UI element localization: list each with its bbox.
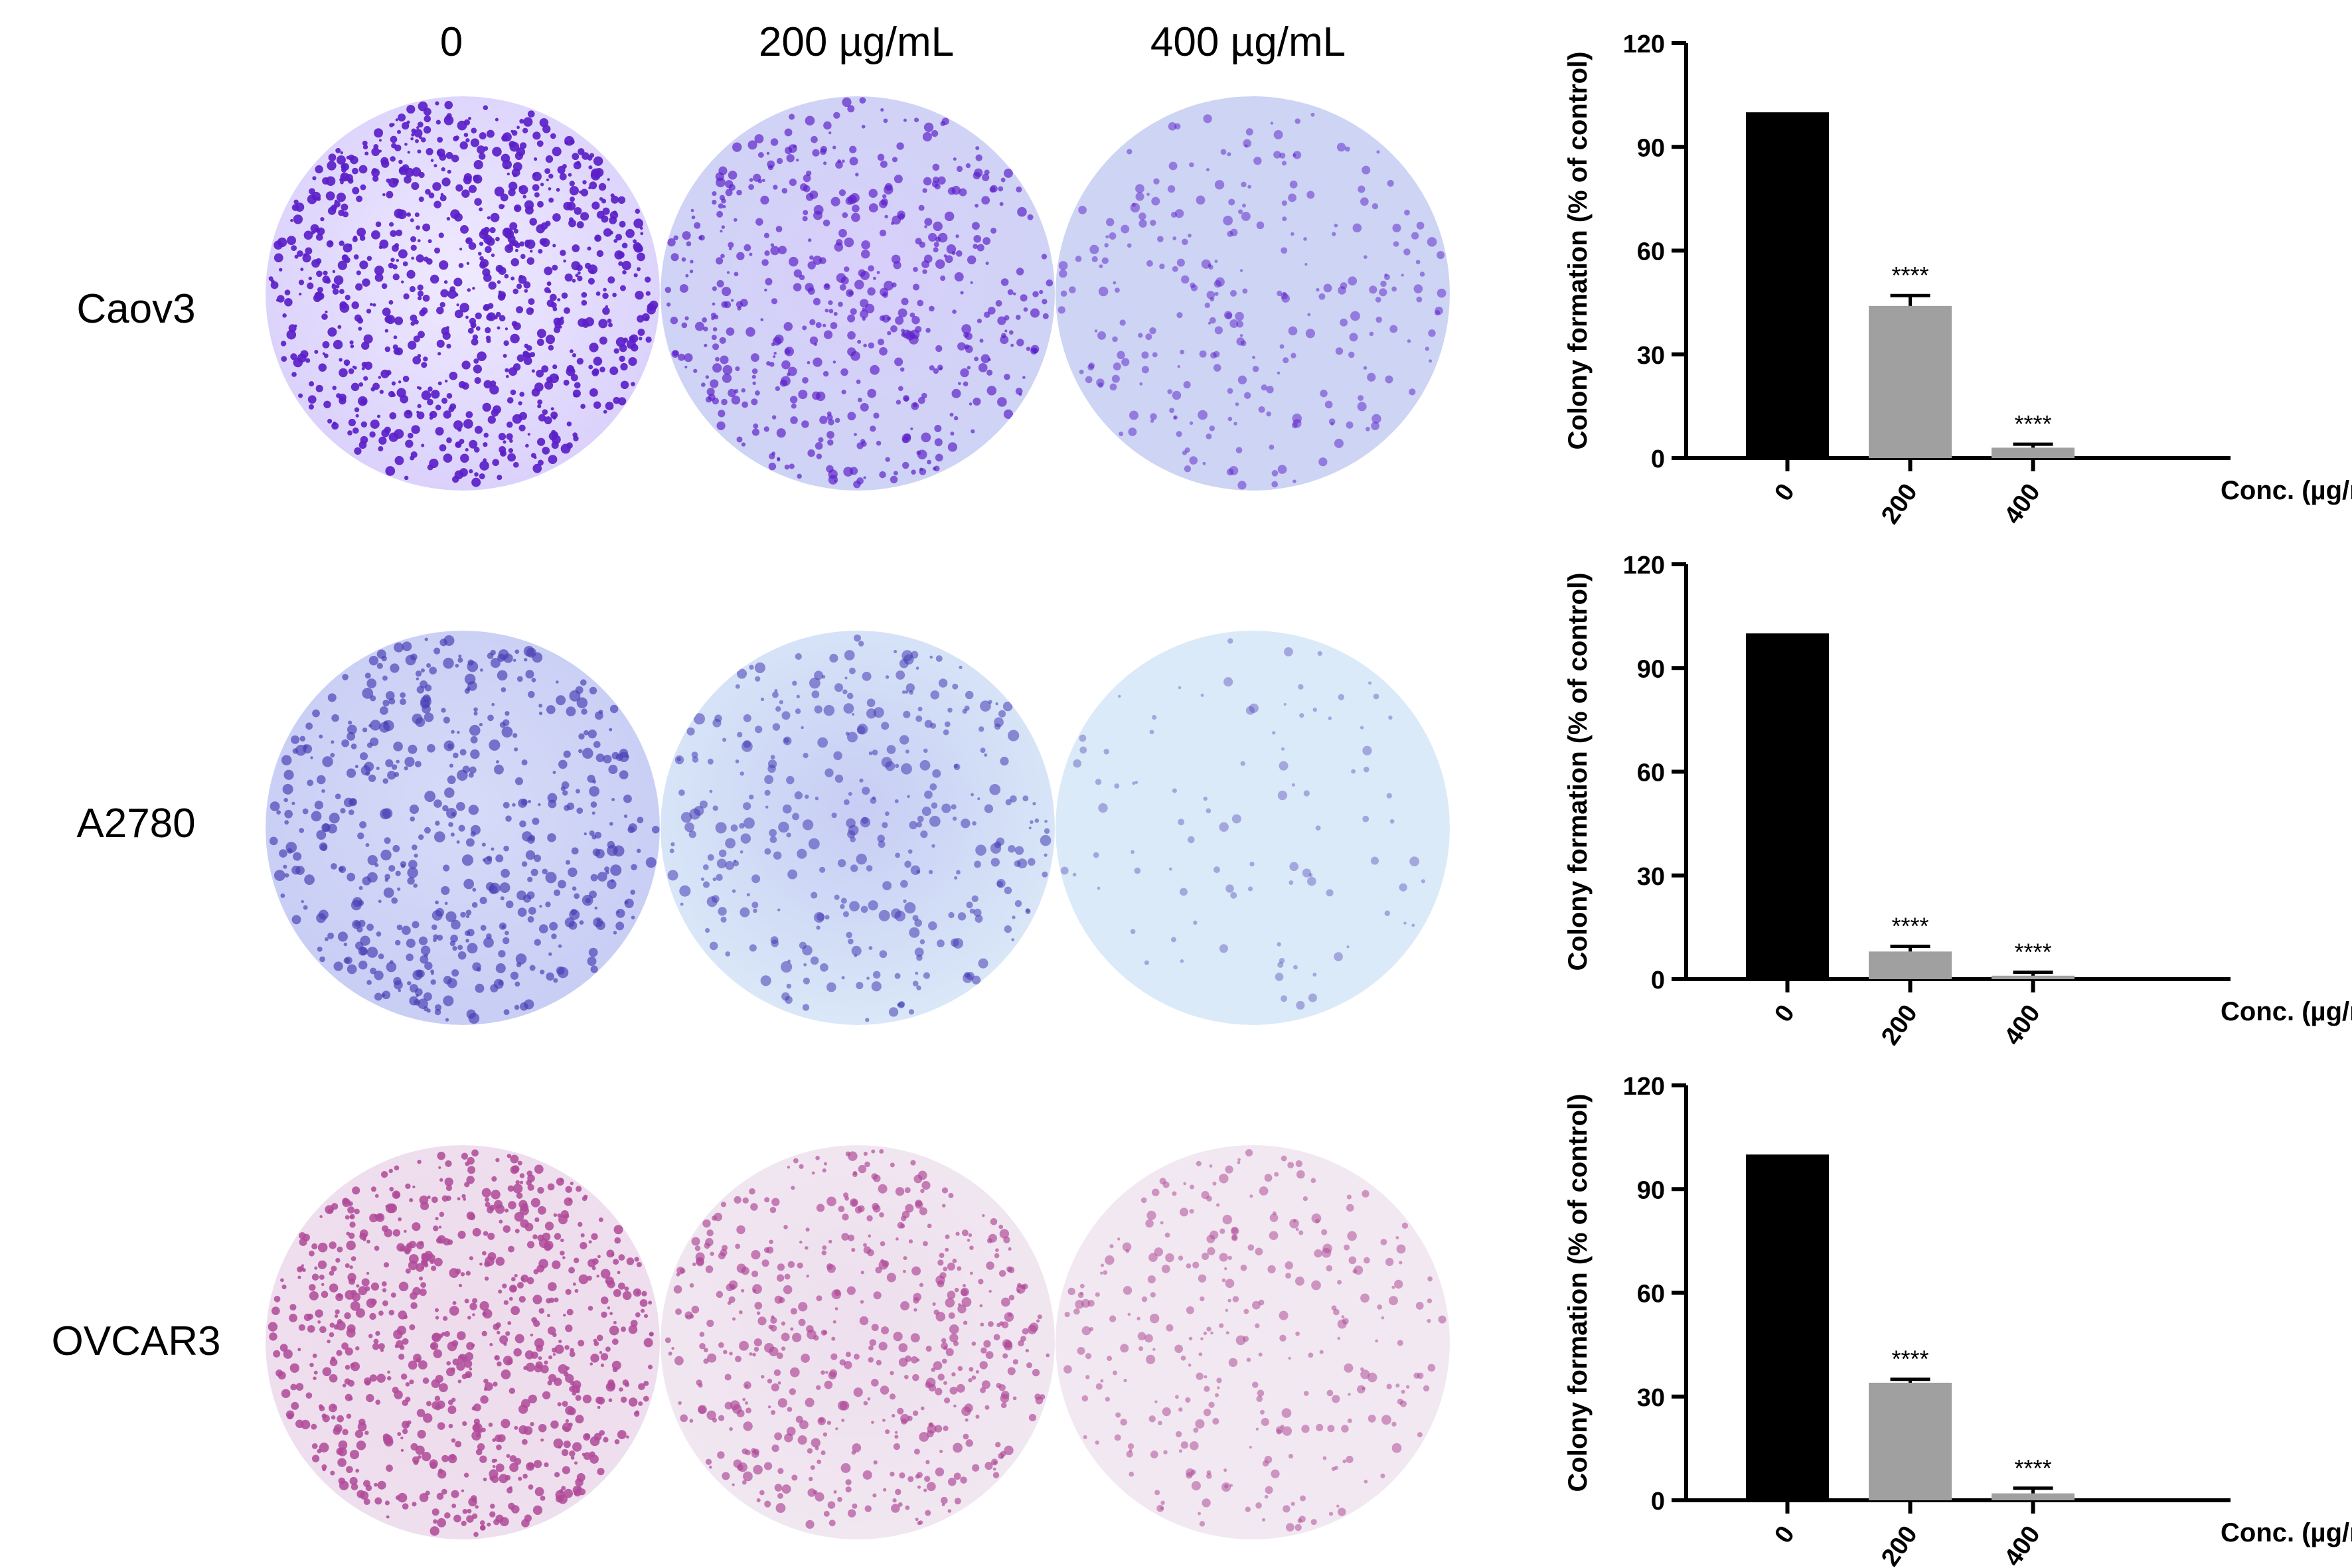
bar-chart-a2780: Colony formation (% of control) 0 30 60 90 12… (1563, 552, 2352, 1050)
x-tick-label: 200 (1876, 1521, 1923, 1568)
bar-chart-ovcar3: Colony formation (% of control) 0 30 60 90 12… (1563, 1073, 2352, 1568)
bar-400 (1992, 975, 2075, 979)
bar-200 (1869, 951, 1952, 979)
colony-dish-caov3-0 (266, 96, 660, 491)
y-tick-label: 60 (1637, 1281, 1665, 1308)
column-header-200: 200 µg/mL (758, 19, 955, 65)
colony-dish-a2780-1 (661, 631, 1055, 1025)
x-axis-label: Conc. (µg/mL) (2221, 997, 2352, 1026)
bar-0 (1746, 112, 1829, 458)
x-tick-label: 0 (1769, 1521, 1800, 1548)
x-axis-label: Conc. (µg/mL) (2221, 476, 2352, 505)
y-tick-label: 120 (1623, 552, 1665, 580)
significance-label: **** (1891, 913, 1928, 940)
x-tick-label: 400 (1999, 1521, 2046, 1568)
x-tick-label: 0 (1769, 479, 1800, 506)
column-header-400: 400 µg/mL (1150, 19, 1346, 65)
colony-dish-a2780-2 (1056, 631, 1450, 1025)
y-tick-label: 90 (1637, 1176, 1665, 1204)
y-tick-label: 30 (1637, 863, 1665, 891)
bar-0 (1746, 1154, 1829, 1500)
bar-200 (1869, 1382, 1952, 1500)
colony-dish-ovcar3-0 (266, 1145, 660, 1539)
row-label-a2780: A2780 (76, 801, 196, 846)
y-tick-label: 90 (1637, 655, 1665, 683)
significance-label: **** (1891, 1346, 1928, 1373)
row-label-ovcar3: OVCAR3 (51, 1318, 221, 1364)
x-axis-label: Conc. (µg/mL) (2221, 1518, 2352, 1547)
colony-dish-a2780-0 (266, 631, 660, 1025)
bar-400 (1992, 1493, 2075, 1500)
y-axis-label: Colony formation (% of control) (1563, 573, 1593, 971)
y-tick-label: 0 (1651, 445, 1665, 473)
y-tick-label: 60 (1637, 238, 1665, 266)
colony-dish-ovcar3-2 (1056, 1145, 1450, 1539)
bar-400 (1992, 447, 2075, 458)
y-tick-label: 0 (1651, 1488, 1665, 1516)
colony-dish-ovcar3-1 (661, 1145, 1055, 1539)
colony-dish-caov3-1 (661, 96, 1055, 491)
y-tick-label: 120 (1623, 1073, 1665, 1101)
y-tick-label: 0 (1651, 967, 1665, 994)
y-tick-label: 90 (1637, 134, 1665, 162)
row-label-caov3: Caov3 (76, 286, 196, 332)
bar-chart-caov3: Colony formation (% of control) 0 30 60 90 12… (1563, 31, 2352, 529)
y-tick-label: 30 (1637, 342, 1665, 370)
y-axis-label: Colony formation (% of control) (1563, 52, 1593, 450)
significance-label: **** (1891, 262, 1928, 289)
significance-label: **** (2014, 939, 2051, 966)
bar-0 (1746, 633, 1829, 979)
x-tick-label: 0 (1769, 1000, 1800, 1027)
significance-label: **** (2014, 410, 2051, 437)
colony-dish-caov3-2 (1056, 96, 1450, 491)
y-tick-label: 60 (1637, 759, 1665, 787)
significance-label: **** (2014, 1454, 2051, 1482)
y-axis-label: Colony formation (% of control) (1563, 1094, 1593, 1492)
column-header-0: 0 (439, 19, 463, 65)
y-tick-label: 30 (1637, 1384, 1665, 1412)
bar-200 (1869, 305, 1952, 458)
y-tick-label: 120 (1623, 31, 1665, 58)
